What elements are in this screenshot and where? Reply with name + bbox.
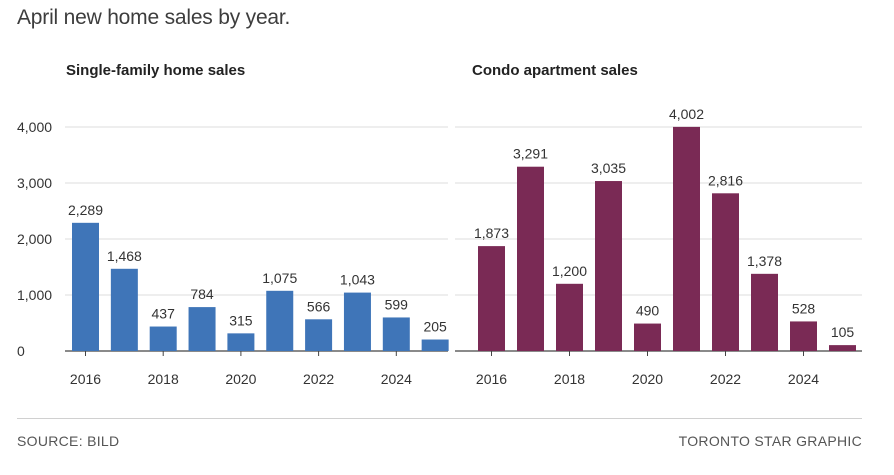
single-family-bar-2024: [382, 317, 410, 351]
page-title: April new home sales by year.: [17, 6, 291, 29]
condo-bar-2020: [634, 323, 661, 351]
condo-bar-2022: [712, 193, 739, 351]
condo-data-label-2025: 105: [831, 324, 855, 340]
single-family-y-tick-label: 0: [17, 343, 25, 359]
single-family-x-tick-label: 2024: [381, 371, 412, 387]
single-family-bar-2022: [305, 319, 333, 351]
condo-bar-2023: [751, 273, 778, 351]
single-family-data-label-2025: 205: [423, 319, 447, 335]
condo-data-label-2019: 3,035: [591, 160, 626, 176]
single-family-bar-2017: [110, 268, 138, 351]
single-family-bar-2020: [227, 333, 255, 351]
single-family-y-tick-label: 4,000: [17, 119, 52, 135]
single-family-data-label-2020: 315: [229, 312, 253, 328]
footer-divider: [17, 418, 862, 419]
single-family-y-tick-label: 1,000: [17, 287, 52, 303]
single-family-data-label-2022: 566: [307, 298, 331, 314]
single-family-data-label-2021: 1,075: [262, 270, 297, 286]
single-family-x-tick-label: 2016: [70, 371, 101, 387]
condo-bar-2019: [595, 181, 622, 351]
single-family-data-label-2019: 784: [190, 286, 214, 302]
single-family-bar-2016: [72, 222, 99, 351]
condo-data-label-2023: 1,378: [747, 253, 782, 269]
single-family-bar-2018: [149, 326, 177, 351]
graphic-credit: TORONTO STAR GRAPHIC: [678, 433, 862, 449]
condo-x-tick-label: 2022: [710, 371, 741, 387]
condo-data-label-2018: 1,200: [552, 263, 587, 279]
condo-x-tick-label: 2016: [476, 371, 507, 387]
condo-x-tick-label: 2018: [554, 371, 585, 387]
condo-data-label-2017: 3,291: [513, 146, 548, 162]
single-family-bar-2021: [266, 290, 294, 351]
condo-bar-2021: [673, 126, 700, 351]
condo-data-label-2020: 490: [636, 303, 660, 319]
condo-bar-2017: [517, 166, 544, 351]
single-family-x-tick-label: 2022: [303, 371, 334, 387]
single-family-x-tick-label: 2018: [148, 371, 179, 387]
single-family-data-label-2024: 599: [385, 296, 409, 312]
condo-data-label-2022: 2,816: [708, 172, 743, 188]
condo-chart-title: Condo apartment sales: [472, 62, 638, 79]
single-family-bar-2023: [343, 292, 371, 351]
condo-bar-2025: [829, 345, 856, 351]
single-family-data-label-2016: 2,289: [68, 202, 103, 218]
single-family-chart-title: Single-family home sales: [66, 62, 246, 79]
single-family-data-label-2023: 1,043: [340, 272, 375, 288]
condo-data-label-2024: 528: [792, 300, 816, 316]
single-family-bar-2019: [188, 307, 216, 351]
single-family-bar-2025: [421, 339, 449, 351]
single-family-data-label-2018: 437: [152, 306, 176, 322]
condo-x-tick-label: 2020: [632, 371, 663, 387]
source-note: SOURCE: BILD: [17, 433, 120, 449]
single-family-y-tick-label: 3,000: [17, 175, 52, 191]
single-family-x-tick-label: 2020: [225, 371, 256, 387]
condo-bar-2018: [556, 283, 583, 351]
condo-data-label-2016: 1,873: [474, 225, 509, 241]
single-family-y-tick-label: 2,000: [17, 231, 52, 247]
condo-bar-2024: [790, 321, 817, 351]
condo-bar-2016: [478, 246, 505, 351]
condo-data-label-2021: 4,002: [669, 106, 704, 122]
single-family-data-label-2017: 1,468: [107, 248, 142, 264]
condo-x-tick-label: 2024: [788, 371, 819, 387]
